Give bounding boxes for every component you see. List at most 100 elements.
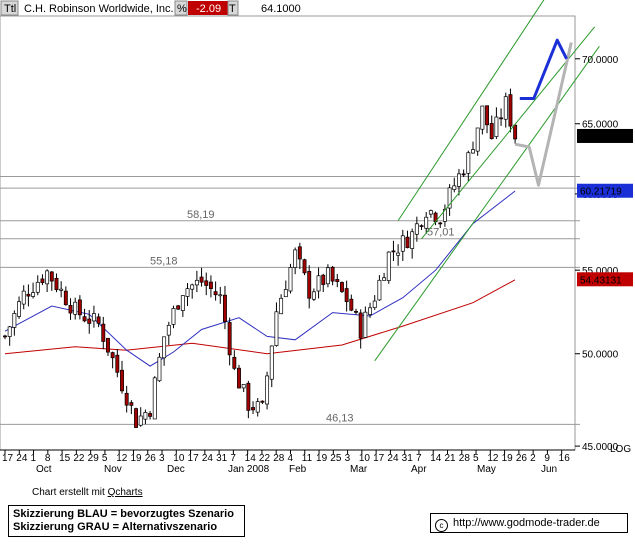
- x-tick-label: 15: [59, 453, 71, 464]
- candle-body: [499, 117, 504, 120]
- x-month-label: Feb: [289, 464, 307, 475]
- x-tick-label: 16: [559, 453, 571, 464]
- candles: [3, 88, 518, 428]
- x-tick-label: 24: [16, 453, 28, 464]
- candle-body: [377, 279, 382, 301]
- candle-body: [110, 352, 115, 359]
- x-month-label: Jan 2008: [228, 464, 270, 475]
- candle-body: [372, 300, 377, 308]
- change-value: -2.09: [196, 3, 221, 15]
- candle-body: [166, 325, 171, 336]
- scenario-blue-path: [519, 38, 568, 100]
- credit-prefix: Chart erstellt mit: [32, 487, 105, 498]
- candle-body: [59, 288, 64, 291]
- x-tick-label: 8: [45, 453, 51, 464]
- price-tag-bg: [577, 183, 633, 198]
- candle-body: [489, 123, 494, 140]
- candle-body: [340, 282, 344, 292]
- scenario-legend: Skizzierung BLAU = bevorzugtes Szenario …: [8, 505, 245, 537]
- scenario-grey-path: [514, 42, 573, 187]
- last-label: T: [229, 3, 236, 15]
- candle-body: [180, 295, 185, 311]
- candle-body: [185, 288, 190, 297]
- candle-body: [35, 281, 40, 293]
- candle-body: [199, 276, 204, 283]
- x-tick-label: 10: [359, 453, 371, 464]
- x-tick-label: 5: [102, 453, 108, 464]
- x-tick-label: 19: [316, 453, 328, 464]
- candle-body: [288, 267, 293, 292]
- x-tick-label: 3: [345, 453, 351, 464]
- candle-body: [77, 299, 82, 316]
- x-tick-label: 2: [530, 453, 536, 464]
- candle-body: [162, 336, 167, 359]
- candle-body: [316, 275, 321, 292]
- candle-body: [213, 291, 218, 296]
- x-tick-label: 31: [216, 453, 228, 464]
- x-tick-label: 26: [145, 453, 157, 464]
- x-tick-label: 25: [330, 453, 342, 464]
- candle-body: [344, 288, 349, 303]
- ma-long-line: [4, 279, 516, 355]
- candle-body: [115, 354, 120, 373]
- candle-body: [26, 293, 31, 297]
- candle-body: [405, 236, 410, 249]
- candle-body: [269, 345, 274, 380]
- x-tick-label: 29: [88, 453, 100, 464]
- x-tick-label: 14: [430, 453, 442, 464]
- candle-body: [325, 267, 330, 285]
- y-tick-label: 55.0000: [582, 266, 619, 277]
- candle-body: [414, 223, 419, 235]
- last-price: 64.1000: [261, 3, 301, 15]
- ticker-box: Ttl: [4, 3, 16, 15]
- price-tag-bg: [577, 128, 633, 143]
- candle-body: [49, 271, 54, 282]
- candle-body: [494, 116, 499, 137]
- level-label: 55,18: [150, 255, 178, 267]
- candle-body: [237, 367, 241, 389]
- price-tag-text: 60.21719: [580, 187, 622, 198]
- x-tick-label: 26: [516, 453, 528, 464]
- credit-link[interactable]: Qcharts: [107, 487, 143, 498]
- candle-body: [21, 290, 26, 305]
- candle-body: [63, 290, 68, 306]
- website-link[interactable]: http://www.godmode-trader.de: [453, 517, 600, 529]
- pct-label: %: [177, 3, 187, 15]
- ma-short-line: [4, 190, 516, 367]
- candle-body: [419, 225, 424, 227]
- y-tick-label: 50.0000: [582, 350, 619, 361]
- x-month-label: May: [477, 464, 496, 475]
- candle-body: [87, 318, 92, 324]
- x-tick-label: 17: [373, 453, 385, 464]
- candle-body: [45, 270, 50, 285]
- candle-body: [241, 384, 246, 389]
- candle-body: [91, 313, 96, 322]
- candle-body: [265, 375, 270, 405]
- x-month-label: Oct: [36, 464, 52, 475]
- candle-body: [157, 356, 162, 382]
- candle-body: [349, 298, 354, 311]
- candle-body: [138, 415, 143, 426]
- level-label: 58,19: [187, 209, 215, 221]
- candle-body: [480, 105, 485, 130]
- candle-body: [461, 173, 466, 176]
- candle-body: [3, 335, 7, 338]
- x-tick-label: 1: [31, 453, 37, 464]
- level-label: 57,01: [427, 227, 455, 239]
- candle-body: [457, 173, 461, 187]
- candle-body: [391, 250, 396, 253]
- x-month-label: Jun: [541, 464, 557, 475]
- candle-body: [12, 313, 17, 328]
- candle-body: [134, 408, 138, 428]
- candle-body: [297, 246, 302, 260]
- candle-body: [396, 252, 401, 256]
- x-tick-label: 7: [230, 453, 236, 464]
- x-tick-label: 11: [302, 453, 313, 464]
- x-month-label: Mar: [350, 464, 368, 475]
- ma-long-layer: [4, 279, 516, 355]
- candle-body: [302, 259, 307, 274]
- candle-body: [260, 400, 265, 403]
- website-box[interactable]: c http://www.godmode-trader.de: [430, 513, 628, 533]
- x-tick-label: 21: [444, 453, 456, 464]
- candle-body: [73, 301, 78, 315]
